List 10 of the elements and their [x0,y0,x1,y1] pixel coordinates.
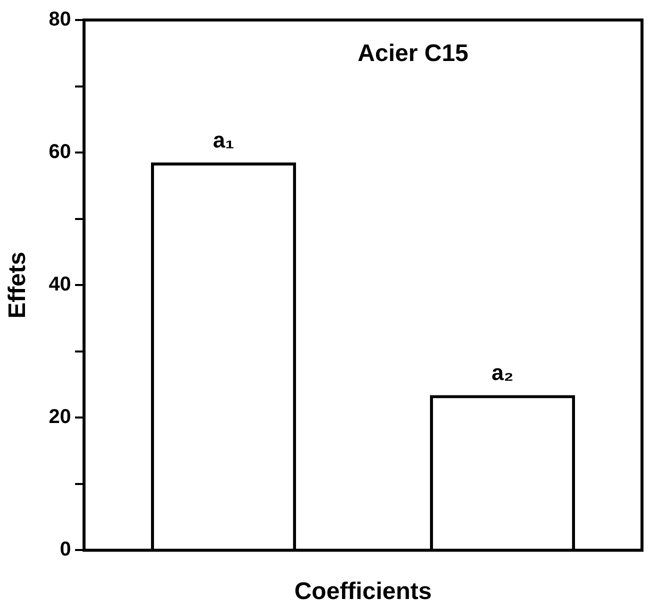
y-tick-label: 60 [48,141,72,164]
y-tick-label: 40 [48,274,72,296]
text: Acier C15 [358,40,468,67]
y-axis-title: Effets [4,252,32,318]
y-tick-label: 20 [48,406,72,428]
x-tick-label: a₂ [492,360,514,386]
x-axis-title: Coefficients [294,578,432,606]
y-tick-label: 0 [60,538,72,561]
y-tick-label: 80 [48,8,72,31]
x-tick-label: a₁ [212,127,234,152]
